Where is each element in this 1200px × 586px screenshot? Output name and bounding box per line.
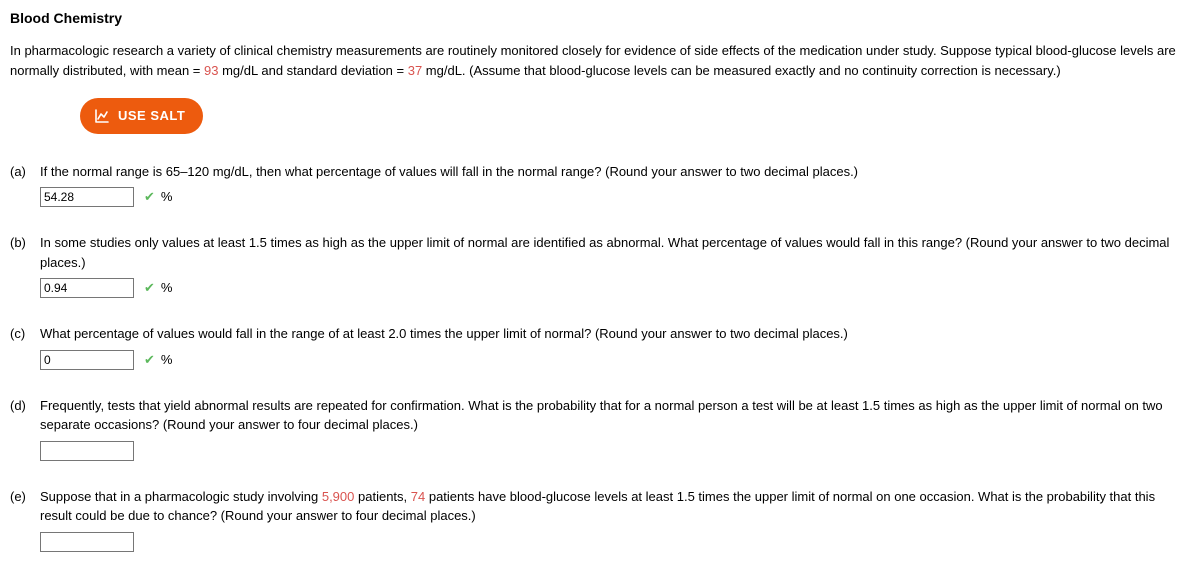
question-e: (e) Suppose that in a pharmacologic stud… [10, 487, 1190, 552]
question-b-label: (b) [10, 233, 40, 298]
patients-total: 5,900 [322, 489, 355, 504]
answer-b-unit: % [161, 278, 173, 298]
sd-value: 37 [408, 63, 422, 78]
patients-abnormal: 74 [411, 489, 425, 504]
page-title: Blood Chemistry [10, 8, 1190, 29]
question-c: (c) What percentage of values would fall… [10, 324, 1190, 370]
answer-a-input[interactable] [40, 187, 134, 207]
question-a-label: (a) [10, 162, 40, 208]
question-c-text: What percentage of values would fall in … [40, 324, 1190, 344]
check-icon: ✔ [144, 187, 155, 207]
answer-e-input[interactable] [40, 532, 134, 552]
stats-icon [94, 108, 110, 124]
question-a: (a) If the normal range is 65–120 mg/dL,… [10, 162, 1190, 208]
question-b-text: In some studies only values at least 1.5… [40, 233, 1190, 272]
question-e-pre: Suppose that in a pharmacologic study in… [40, 489, 322, 504]
use-salt-label: USE SALT [118, 106, 185, 126]
intro-text: In pharmacologic research a variety of c… [10, 41, 1190, 80]
question-e-mid: patients, [354, 489, 410, 504]
check-icon: ✔ [144, 350, 155, 370]
question-b: (b) In some studies only values at least… [10, 233, 1190, 298]
mean-value: 93 [204, 63, 218, 78]
answer-c-input[interactable] [40, 350, 134, 370]
question-c-label: (c) [10, 324, 40, 370]
answer-d-input[interactable] [40, 441, 134, 461]
use-salt-button[interactable]: USE SALT [80, 98, 203, 134]
answer-b-input[interactable] [40, 278, 134, 298]
question-d-text: Frequently, tests that yield abnormal re… [40, 396, 1190, 435]
answer-c-unit: % [161, 350, 173, 370]
intro-post: mg/dL. (Assume that blood-glucose levels… [422, 63, 1061, 78]
question-d: (d) Frequently, tests that yield abnorma… [10, 396, 1190, 461]
intro-mid: mg/dL and standard deviation = [218, 63, 407, 78]
answer-a-unit: % [161, 187, 173, 207]
check-icon: ✔ [144, 278, 155, 298]
question-d-label: (d) [10, 396, 40, 461]
question-e-label: (e) [10, 487, 40, 552]
question-e-text: Suppose that in a pharmacologic study in… [40, 487, 1190, 526]
question-a-text: If the normal range is 65–120 mg/dL, the… [40, 162, 1190, 182]
